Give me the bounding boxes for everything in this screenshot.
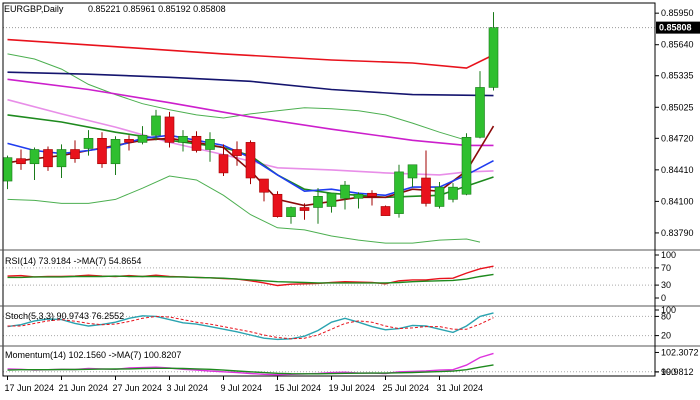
candle-body: [286, 207, 296, 217]
price-tick-label: 0.84410: [661, 165, 694, 175]
candle-body: [475, 87, 485, 138]
candle-body: [272, 193, 283, 217]
date-tick-label: 31 Jul 2024: [437, 383, 484, 393]
date-tick-label: 21 Jun 2024: [59, 383, 109, 393]
price-pane: 0.85950 0.85640 0.85335 0.85025 0.84720 0.844…: [2, 8, 700, 244]
candle-body: [232, 149, 242, 156]
candle-body: [110, 139, 121, 165]
indicator-tick-label: 0: [661, 293, 666, 303]
candle-body: [313, 196, 323, 208]
current-price-tag: [656, 21, 700, 34]
indicator-series-line: [7, 315, 494, 340]
candle-body: [205, 139, 215, 150]
candle-body: [218, 154, 229, 174]
indicator-tick-label: 70: [661, 263, 671, 273]
price-chart-title: EURGBP,Daily: [4, 4, 64, 14]
candle-body: [299, 207, 310, 211]
indicator-series-line: [7, 352, 494, 376]
candle-body: [124, 139, 134, 143]
moving-average-line: [7, 98, 494, 176]
candle-body: [97, 138, 107, 165]
indicator-tick-label: 102.3072: [661, 347, 699, 357]
candle-body: [326, 192, 337, 207]
indicator-series-line: [7, 364, 494, 375]
indicator-tick-label: 99.9812: [661, 367, 694, 377]
ohlc-values: 0.85221 0.85961 0.85192 0.85808: [88, 4, 226, 14]
indicator-tick-label: 100: [661, 305, 676, 315]
date-tick-label: 15 Jul 2024: [275, 383, 322, 393]
candle-body: [16, 158, 26, 165]
candle-body: [421, 177, 431, 204]
candle-body: [2, 157, 13, 182]
rsi-pane: 100 70 30 0: [3, 250, 676, 303]
candle-body: [164, 116, 175, 143]
indicator-series-line: [7, 312, 494, 341]
price-tick-label: 0.85640: [661, 40, 694, 50]
price-tick-label: 0.84100: [661, 196, 694, 206]
moving-average-line: [7, 78, 494, 147]
date-tick-label: 9 Jul 2024: [221, 383, 263, 393]
candle-body: [70, 149, 80, 159]
indicator-series-line: [7, 273, 494, 284]
stochastic-title: Stoch(5,3,3) 90.9743 76.2552: [5, 311, 124, 321]
x-axis: 17 Jun 2024 21 Jun 2024 27 Jun 2024 3 Jul 2…: [5, 376, 484, 393]
indicator-tick-label: 80: [661, 311, 671, 321]
candle-body: [434, 186, 445, 207]
momentum-title: Momentum(14) 102.1560 ->MA(7) 100.8207: [5, 350, 181, 360]
candle-body: [367, 192, 377, 197]
moving-average-line: [7, 38, 494, 69]
candle-body: [461, 136, 472, 195]
candle-body: [407, 164, 418, 179]
candle-body: [151, 115, 161, 136]
indicator-tick-label: 100: [661, 250, 676, 260]
price-tick-label: 0.83790: [661, 228, 694, 238]
bollinger-band-line: [7, 53, 467, 141]
candle-body: [83, 138, 94, 149]
indicator-series-line: [7, 265, 494, 287]
price-tick-label: 0.85025: [661, 102, 694, 112]
date-tick-label: 19 Jul 2024: [329, 383, 376, 393]
candle-body: [340, 184, 350, 199]
price-tick-label: 0.85950: [661, 8, 694, 18]
candle-body: [245, 142, 256, 179]
rsi-title: RSI(14) 73.9184 ->MA(7) 54.8654: [5, 256, 141, 266]
candle-body: [178, 135, 188, 143]
date-tick-label: 17 Jun 2024: [5, 383, 55, 393]
indicator-tick-label: 100: [661, 367, 676, 377]
candle-body: [353, 193, 364, 199]
candle-body: [137, 134, 148, 143]
indicator-tick-label: 20: [661, 331, 671, 341]
date-tick-label: 27 Jun 2024: [113, 383, 163, 393]
candle-body: [43, 149, 53, 168]
candle-body: [29, 149, 40, 165]
candle-body: [380, 206, 391, 216]
current-price-label: 0.85808: [659, 23, 692, 33]
indicator-tick-label: 30: [661, 280, 671, 290]
candle-body: [191, 135, 202, 151]
candle-body: [488, 27, 499, 88]
candle-body: [448, 186, 458, 200]
price-tick-label: 0.84720: [661, 133, 694, 143]
price-tick-label: 0.85335: [661, 71, 694, 81]
bollinger-band-line: [7, 175, 481, 244]
moving-average-line: [7, 71, 494, 97]
candle-body: [259, 178, 269, 193]
candle-body: [56, 149, 67, 168]
date-tick-label: 3 Jul 2024: [167, 383, 209, 393]
candle-body: [394, 171, 404, 214]
date-tick-label: 25 Jul 2024: [383, 383, 430, 393]
